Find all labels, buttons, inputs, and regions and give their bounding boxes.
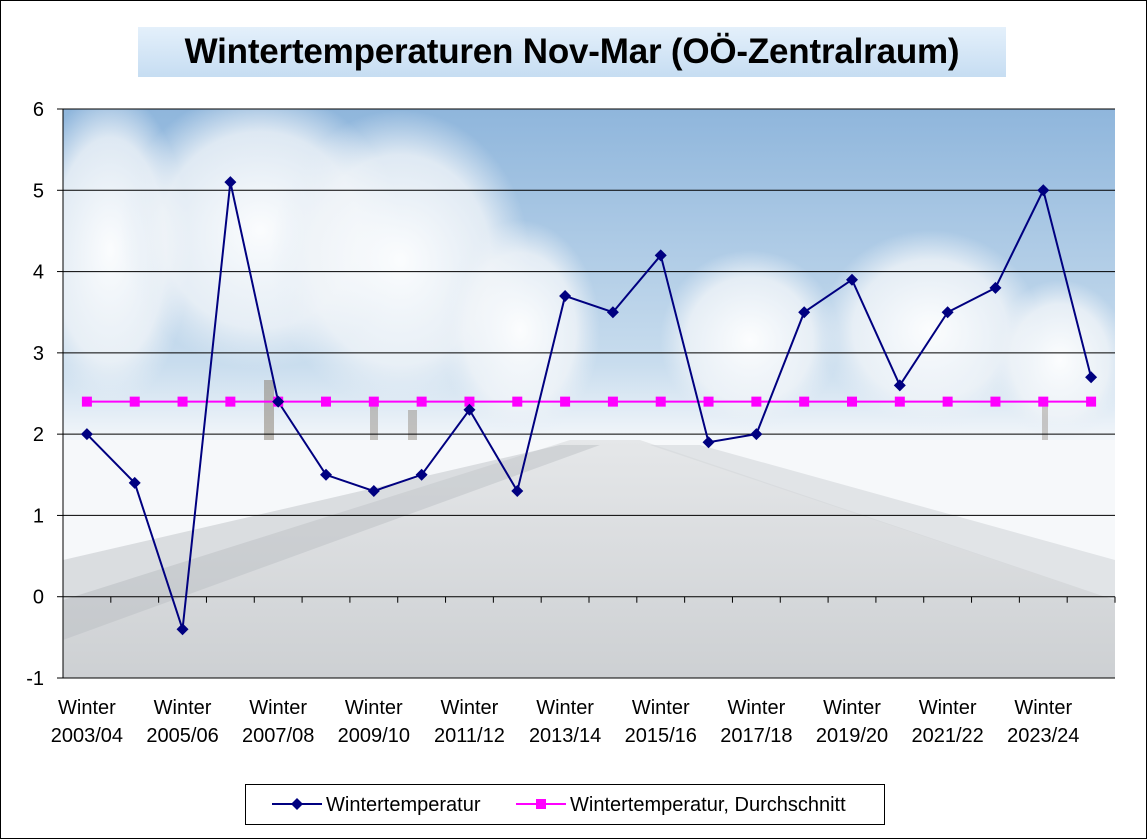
data-point-diamond bbox=[224, 176, 237, 189]
data-point-square bbox=[607, 396, 618, 407]
x-tick-label-line2: 2003/04 bbox=[51, 725, 123, 747]
data-point-square bbox=[1086, 396, 1097, 407]
data-point-square bbox=[225, 396, 236, 407]
legend-marker-diamond bbox=[291, 798, 303, 810]
y-tick-label: 0 bbox=[33, 587, 44, 609]
y-tick-label: 6 bbox=[33, 99, 44, 121]
data-point-diamond bbox=[320, 468, 332, 481]
y-tick-label: 2 bbox=[33, 424, 44, 446]
x-tick-label-line2: 2007/08 bbox=[242, 725, 314, 747]
x-tick-label-line1: Winter bbox=[632, 697, 690, 719]
data-point-square bbox=[751, 396, 762, 407]
data-point-diamond bbox=[176, 623, 189, 636]
data-point-square bbox=[321, 396, 331, 407]
x-tick-label-line2: 2017/18 bbox=[720, 725, 792, 747]
x-axis-tick-labels: Winter 2003/04 Winter 2005/06 Winter 2007/08 W… bbox=[51, 697, 1080, 747]
x-tick-label-line1: Winter bbox=[536, 697, 594, 719]
x-tick-label-line1: Winter bbox=[919, 697, 977, 719]
y-tick-label: 4 bbox=[33, 262, 44, 284]
data-point-diamond bbox=[128, 476, 141, 489]
x-tick-label-line2: 2021/22 bbox=[911, 725, 983, 747]
legend-graphic: Wintertemperatur Wintertemperatur, Durch… bbox=[272, 794, 846, 816]
chart-title-box: Wintertemperaturen Nov-Mar (OÖ-Zentralra… bbox=[138, 27, 1006, 77]
x-tick-label-line2: 2009/10 bbox=[338, 725, 410, 747]
data-point-square bbox=[177, 396, 188, 407]
data-point-square bbox=[703, 396, 714, 407]
data-point-square bbox=[560, 396, 571, 407]
x-tick-label-line1: Winter bbox=[345, 697, 403, 719]
x-tick-label-line1: Winter bbox=[1014, 697, 1072, 719]
data-point-diamond bbox=[511, 485, 524, 498]
data-point-diamond bbox=[367, 485, 380, 498]
data-point-diamond bbox=[846, 273, 858, 286]
data-point-square bbox=[990, 396, 1001, 407]
data-point-diamond bbox=[559, 289, 572, 302]
data-point-square bbox=[464, 396, 475, 407]
data-point-diamond bbox=[654, 249, 667, 262]
series-markers bbox=[80, 176, 1098, 636]
x-tick-label-line1: Winter bbox=[58, 697, 116, 719]
data-point-diamond bbox=[80, 428, 93, 441]
legend-marker-square bbox=[536, 799, 546, 809]
data-point-diamond bbox=[750, 428, 763, 441]
data-point-square bbox=[129, 396, 140, 407]
data-point-diamond bbox=[989, 281, 1002, 294]
data-point-square bbox=[942, 396, 953, 407]
data-point-square bbox=[799, 396, 810, 407]
data-point-square bbox=[655, 396, 666, 407]
legend-label-durchschnitt: Wintertemperatur, Durchschnitt bbox=[570, 794, 846, 816]
x-tick-label-line2: 2013/14 bbox=[529, 725, 601, 747]
data-point-diamond bbox=[1085, 371, 1098, 384]
x-tick-label-line1: Winter bbox=[823, 697, 881, 719]
x-tick-label-line2: 2023/24 bbox=[1007, 725, 1079, 747]
data-point-diamond bbox=[893, 379, 906, 392]
winter-landscape-background bbox=[63, 109, 1115, 678]
legend-label-wintertemperatur: Wintertemperatur bbox=[326, 794, 481, 816]
data-point-square bbox=[416, 396, 427, 407]
legend: Wintertemperatur Wintertemperatur, Durch… bbox=[245, 784, 885, 825]
data-point-diamond bbox=[798, 306, 811, 319]
data-point-diamond bbox=[702, 436, 715, 449]
x-tick-label-line1: Winter bbox=[441, 697, 499, 719]
data-point-square bbox=[894, 396, 905, 407]
gridlines bbox=[63, 108, 1115, 679]
y-tick-label: 5 bbox=[33, 180, 44, 202]
data-point-diamond bbox=[1037, 184, 1050, 197]
data-point-square bbox=[847, 396, 857, 407]
data-point-square bbox=[1038, 396, 1049, 407]
series-lines bbox=[86, 181, 1093, 630]
axes bbox=[57, 108, 1116, 679]
series-line-wintertemperatur bbox=[86, 181, 1093, 630]
y-tick-label: -1 bbox=[26, 668, 44, 690]
x-tick-label-line2: 2005/06 bbox=[146, 725, 218, 747]
x-tick-label-line1: Winter bbox=[249, 697, 307, 719]
x-tick-label-line1: Winter bbox=[154, 697, 212, 719]
y-tick-label: 3 bbox=[33, 343, 44, 365]
data-point-diamond bbox=[941, 306, 954, 319]
data-point-diamond bbox=[463, 403, 476, 416]
data-point-square bbox=[512, 396, 523, 407]
x-tick-label-line2: 2015/16 bbox=[625, 725, 697, 747]
x-tick-label-line2: 2019/20 bbox=[816, 725, 888, 747]
data-point-diamond bbox=[606, 306, 619, 319]
data-point-diamond bbox=[415, 468, 428, 481]
x-tick-label-line1: Winter bbox=[727, 697, 785, 719]
y-axis-tick-labels: 6 5 4 3 2 1 0 -1 bbox=[26, 99, 44, 690]
chart-title: Wintertemperaturen Nov-Mar (OÖ-Zentralra… bbox=[184, 32, 960, 71]
data-point-diamond bbox=[272, 395, 285, 408]
y-tick-label: 1 bbox=[33, 505, 44, 527]
data-point-square bbox=[81, 396, 92, 407]
x-tick-label-line2: 2011/12 bbox=[434, 725, 505, 747]
data-point-square bbox=[368, 396, 379, 407]
